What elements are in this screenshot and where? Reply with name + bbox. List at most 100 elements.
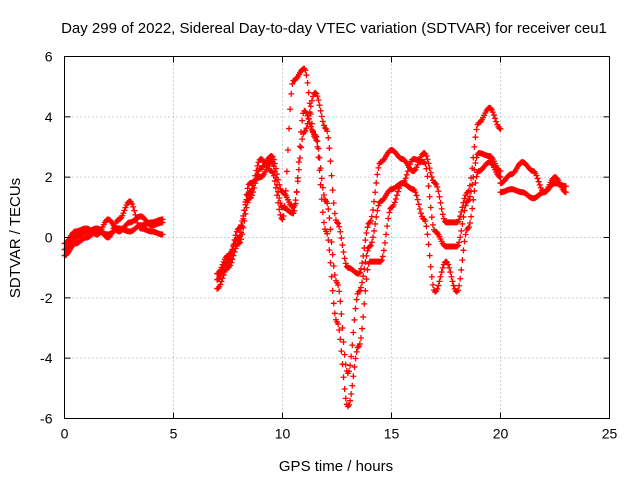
track-c-marker [347, 397, 354, 404]
track-b-marker [305, 116, 312, 123]
track-c-marker [439, 264, 446, 271]
track-b-marker [120, 210, 127, 217]
track-b-marker [403, 171, 410, 178]
track-b-marker [366, 243, 373, 250]
track-c-marker [437, 273, 444, 280]
track-c-marker [456, 282, 463, 289]
track-a-marker [379, 157, 386, 164]
track-c-marker [341, 386, 348, 393]
track-b-marker [327, 226, 334, 233]
track-c-marker [319, 209, 326, 216]
track-b-marker [460, 213, 467, 220]
track-c-marker [457, 275, 464, 282]
track-a-marker [315, 97, 322, 104]
y-tick-label: -4 [40, 350, 53, 366]
track-c-marker [377, 258, 384, 265]
track-b-marker [326, 215, 333, 222]
track-b-marker [244, 185, 251, 192]
track-c-marker [324, 230, 331, 237]
track-a-marker [489, 109, 496, 116]
track-a-marker [374, 171, 381, 178]
track-a-marker [456, 216, 463, 223]
track-c-marker [383, 231, 390, 238]
track-a-marker [337, 228, 344, 235]
track-c-marker [316, 167, 323, 174]
track-c-marker [268, 168, 275, 175]
track-c-marker [240, 212, 247, 219]
track-a-marker [324, 128, 331, 135]
track-c-marker [380, 247, 387, 254]
track-a-marker [298, 144, 305, 151]
track-c-marker [356, 341, 363, 348]
track-a-marker [217, 281, 224, 288]
track-b-marker [325, 206, 332, 213]
track-c-marker [434, 285, 441, 292]
track-c-marker [329, 287, 336, 294]
track-b-marker [347, 362, 354, 369]
track-a-marker [339, 242, 346, 249]
track-c-marker [314, 143, 321, 150]
track-c-marker [417, 210, 424, 217]
track-a-marker [335, 220, 342, 227]
track-a-marker [326, 145, 333, 152]
track-c-marker [338, 348, 345, 355]
track-a-marker [457, 213, 464, 220]
track-b-marker [429, 221, 436, 228]
track-c-marker [390, 202, 397, 209]
track-b-marker [355, 288, 362, 295]
track-c-marker [342, 395, 349, 402]
track-c-marker [326, 247, 333, 254]
x-axis-label: GPS time / hours [279, 458, 393, 475]
track-c-marker [259, 157, 266, 164]
track-a-marker [362, 237, 369, 244]
track-c-marker [436, 278, 443, 285]
track-a-marker [316, 102, 323, 109]
track-c-marker [282, 187, 289, 194]
track-a-marker [411, 167, 418, 174]
track-c-marker [313, 137, 320, 144]
track-b-marker [336, 288, 343, 295]
track-c-marker [325, 237, 332, 244]
track-a-marker [435, 188, 442, 195]
track-a-marker [427, 169, 434, 176]
track-c-marker [318, 196, 325, 203]
track-c-marker [471, 187, 478, 194]
x-tick-label: 10 [275, 426, 291, 442]
x-tick-label: 20 [493, 426, 509, 442]
track-a-marker [322, 125, 329, 132]
track-c-marker [414, 196, 421, 203]
track-c-marker [335, 321, 342, 328]
track-b-marker [295, 159, 302, 166]
track-c-marker [279, 216, 286, 223]
track-e-marker [534, 175, 541, 182]
track-b-marker [466, 193, 473, 200]
track-c-marker [304, 79, 311, 86]
track-b-marker [318, 175, 325, 182]
track-c-marker [413, 192, 420, 199]
track-c-marker [232, 232, 239, 239]
track-a-marker [433, 181, 440, 188]
track-c-marker [306, 100, 313, 107]
y-tick-label: -6 [40, 411, 53, 427]
track-a-marker [268, 153, 275, 160]
data-markers [61, 65, 569, 410]
track-c-marker [269, 169, 276, 176]
track-a-marker [336, 223, 343, 230]
track-b-marker [134, 219, 141, 226]
track-c-marker [274, 192, 281, 199]
track-a-marker [440, 215, 447, 222]
track-a-marker [334, 219, 340, 226]
track-c-marker [428, 273, 435, 280]
track-b-marker [353, 296, 360, 303]
track-c-marker [331, 310, 338, 317]
track-b-marker [423, 165, 430, 172]
track-c-marker [425, 241, 432, 248]
track-a-marker [437, 199, 444, 206]
track-b-marker [425, 183, 432, 190]
track-a-marker [312, 89, 319, 96]
track-b-marker [374, 207, 381, 214]
track-b-marker [473, 154, 480, 161]
track-c-marker [469, 205, 476, 212]
track-a-marker [371, 198, 378, 205]
track-c-marker [287, 106, 294, 113]
